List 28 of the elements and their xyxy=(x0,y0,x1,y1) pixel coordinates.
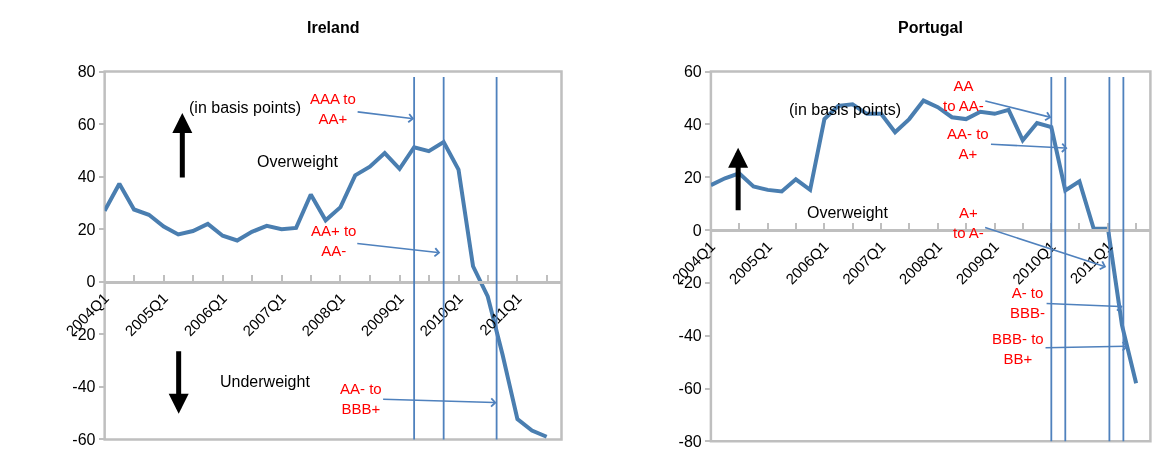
y-tick-label: 40 xyxy=(77,168,96,186)
y-tick-label: -60 xyxy=(678,380,702,398)
y-tick-label: -60 xyxy=(72,431,96,449)
chart-title: Ireland xyxy=(307,19,360,36)
annotation: A+ to A- xyxy=(953,204,984,241)
annotation: Overweight xyxy=(807,204,889,221)
annotation: AA+ to AA- xyxy=(311,222,357,259)
annotation: Underweight xyxy=(220,373,311,390)
y-tick-label: 0 xyxy=(692,221,702,239)
annotation: AA to AA- xyxy=(943,77,984,114)
y-tick-label: 60 xyxy=(683,63,702,81)
y-tick-label: -80 xyxy=(678,432,702,450)
annotation: AA- to BBB+ xyxy=(340,380,382,417)
y-tick-label: 80 xyxy=(77,63,96,81)
y-tick-label: 60 xyxy=(77,115,96,133)
annotation: AAA to AA+ xyxy=(310,90,356,127)
y-tick-label: 0 xyxy=(86,273,96,291)
annotation: BBB- to BB+ xyxy=(992,330,1044,367)
y-tick-label: -40 xyxy=(72,378,96,396)
annotation: AA- to A+ xyxy=(947,125,989,162)
chart-title: Portugal xyxy=(898,19,963,36)
y-tick-label: 20 xyxy=(77,220,96,238)
y-tick-label: -40 xyxy=(678,327,702,345)
annotation: (in basis points) xyxy=(189,99,302,116)
y-tick-label: 40 xyxy=(683,115,702,133)
annotation: A- to BBB- xyxy=(1010,284,1046,321)
annotation: Overweight xyxy=(257,153,339,170)
y-tick-label: 20 xyxy=(683,168,702,186)
